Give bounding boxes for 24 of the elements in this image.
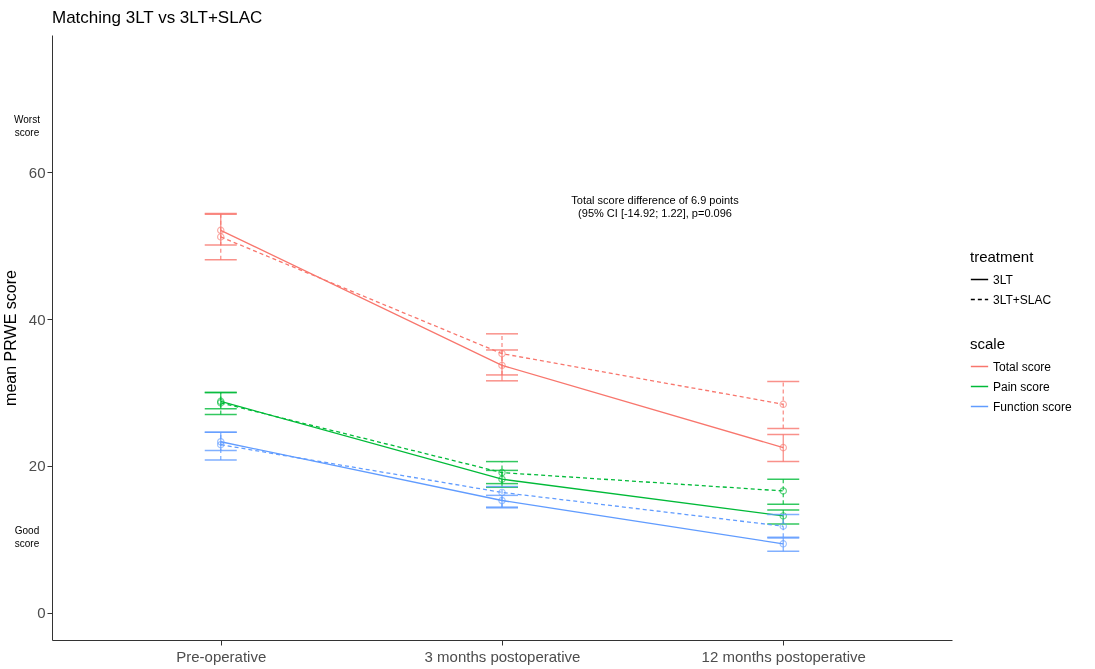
text: Good score bbox=[14, 525, 40, 550]
y-axis-title: mean PRWE score bbox=[1, 270, 19, 406]
point bbox=[498, 468, 506, 477]
legend-label: Pain score bbox=[993, 379, 1051, 394]
annotation: Total score difference of 6.9 points (95% CI [-14.92; 1.22], p=0.096 bbox=[571, 194, 740, 219]
point bbox=[498, 488, 506, 497]
y-tick-label: 20 bbox=[28, 457, 46, 475]
y-tick-label: 40 bbox=[28, 310, 46, 328]
point bbox=[498, 475, 506, 483]
y-tick-label: 0 bbox=[37, 604, 46, 622]
point bbox=[498, 349, 506, 358]
x-tick-label: 12 months postoperative bbox=[701, 647, 866, 665]
point bbox=[498, 361, 506, 370]
text: Worst score bbox=[14, 113, 41, 138]
legend-title: scale bbox=[970, 335, 1006, 352]
x-tick-label: 3 months postoperative bbox=[424, 647, 581, 665]
legend-label: Function score bbox=[993, 399, 1073, 414]
legend-label: 3LT+SLAC bbox=[993, 292, 1052, 307]
x-tick-label: Pre-operative bbox=[176, 647, 267, 665]
legend-label: 3LT bbox=[993, 272, 1014, 287]
chart-title: Matching 3LT vs 3LT+SLAC bbox=[52, 8, 263, 27]
text: treatment bbox=[970, 248, 1035, 265]
legend-label: Total score bbox=[993, 359, 1052, 374]
y-tick-label: 60 bbox=[28, 163, 46, 181]
